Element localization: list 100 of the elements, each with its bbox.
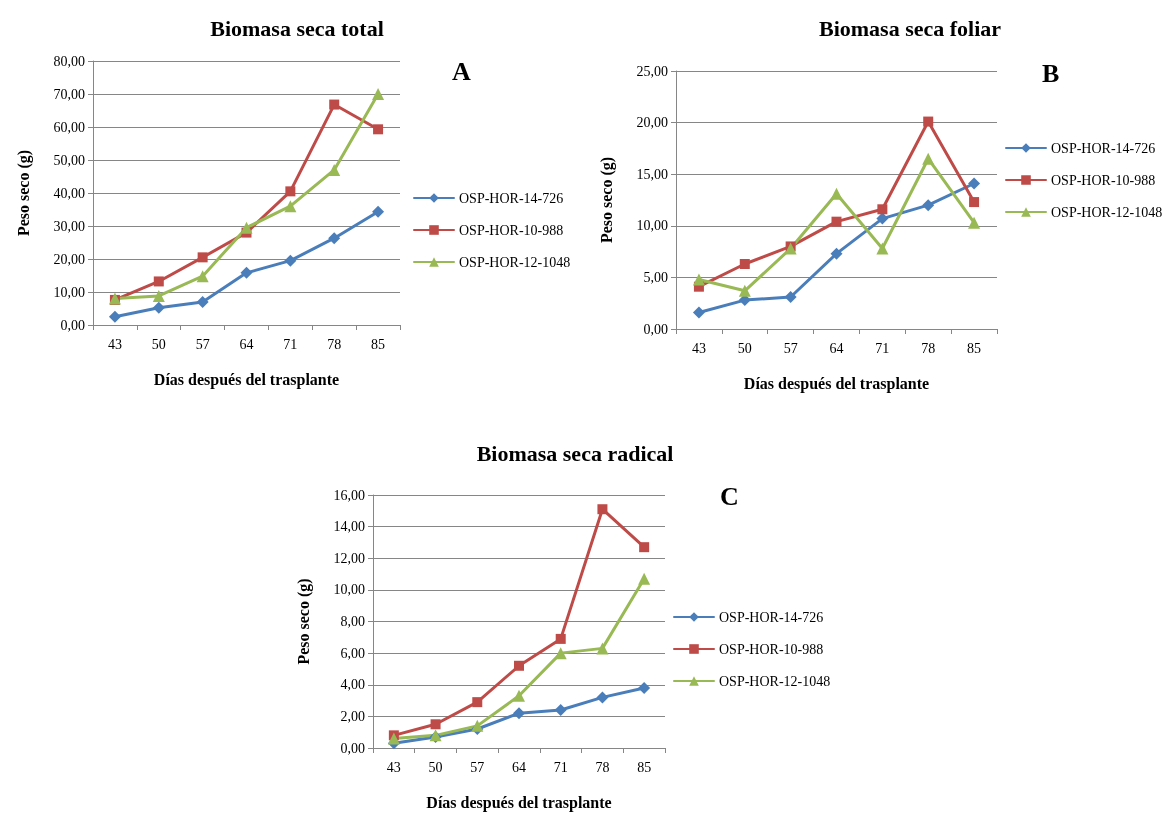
point: [513, 689, 525, 702]
point: [738, 284, 751, 297]
point: [877, 204, 888, 215]
point: [153, 276, 164, 287]
point: [372, 88, 385, 100]
x-tick-label: 78: [595, 759, 610, 775]
point: [387, 732, 400, 745]
point: [514, 660, 524, 671]
y-tick-label: 14,00: [333, 519, 365, 535]
y-tick-label: 10,00: [636, 218, 668, 234]
y-tick-label: 10,00: [333, 582, 365, 598]
point: [108, 310, 121, 323]
text: A: [452, 56, 471, 86]
point: [555, 633, 566, 644]
legend-label: OSP-HOR-14-726: [1051, 140, 1156, 156]
point: [638, 681, 651, 694]
point: [240, 266, 253, 279]
point: [638, 572, 651, 585]
y-tick-label: 60,00: [53, 119, 85, 135]
point: [784, 291, 797, 304]
point: [329, 99, 340, 110]
y-axis-title: Peso seco (g): [14, 149, 33, 237]
x-axis-title: Días después del trasplante: [153, 370, 340, 389]
x-axis-title: Días después del trasplante: [426, 793, 612, 812]
x-tick-label: 64: [239, 336, 254, 352]
point: [739, 258, 750, 269]
point: [968, 216, 981, 229]
chart-title: Biomasa seca foliar: [818, 15, 1002, 41]
x-tick-label: 43: [691, 340, 706, 356]
y-axis-title: Peso seco (g): [597, 156, 616, 244]
y-tick-label: 10,00: [53, 284, 85, 300]
y-tick-label: 20,00: [53, 251, 85, 267]
y-tick-label: 50,00: [53, 152, 85, 168]
y-tick-label: 0,00: [60, 317, 85, 333]
point: [830, 187, 843, 200]
x-tick-label: 71: [553, 759, 568, 775]
legend-label: OSP-HOR-10-988: [1051, 172, 1156, 188]
y-tick-label: 12,00: [333, 550, 365, 566]
x-tick-label: 50: [428, 759, 443, 775]
x-tick-label: 50: [737, 340, 752, 356]
y-tick-label: 5,00: [643, 269, 668, 285]
y-tick-label: 6,00: [340, 645, 365, 661]
point: [471, 719, 484, 732]
point: [922, 199, 935, 212]
point: [597, 504, 608, 515]
point: [830, 247, 843, 260]
y-tick-label: 16,00: [333, 487, 365, 503]
y-axis-title: Peso seco (g): [294, 578, 313, 665]
y-tick-label: 8,00: [340, 614, 365, 629]
point: [554, 704, 567, 717]
point: [692, 306, 705, 319]
y-tick-label: 15,00: [636, 166, 668, 182]
legend-label: OSP-HOR-10-988: [719, 641, 824, 657]
point: [197, 252, 208, 263]
text: C: [720, 481, 739, 511]
legend-label: OSP-HOR-14-726: [719, 609, 824, 625]
point: [152, 301, 165, 314]
point: [196, 295, 209, 308]
legend-label: OSP-HOR-12-1048: [1051, 204, 1163, 220]
x-tick-label: 57: [783, 340, 798, 356]
text: B: [1042, 58, 1060, 88]
x-tick-label: 57: [195, 336, 210, 352]
point: [284, 200, 297, 213]
point: [373, 124, 384, 135]
point: [596, 691, 609, 704]
point: [240, 221, 253, 234]
x-tick-label: 64: [829, 340, 844, 356]
point: [831, 216, 842, 227]
x-axis-title: Días después del trasplante: [743, 374, 930, 393]
y-tick-label: 20,00: [636, 115, 668, 131]
legend-label: OSP-HOR-12-1048: [459, 254, 571, 270]
x-tick-label: 71: [283, 336, 298, 352]
y-tick-label: 25,00: [636, 63, 668, 79]
x-tick-label: 50: [151, 336, 166, 352]
point: [923, 116, 934, 127]
x-tick-label: 85: [371, 336, 386, 352]
chart-title: Biomasa seca radical: [476, 440, 674, 466]
point: [152, 289, 165, 302]
y-tick-label: 0,00: [340, 740, 365, 756]
x-tick-label: 78: [921, 340, 936, 356]
x-tick-label: 43: [107, 336, 122, 352]
legend-label: OSP-HOR-14-726: [459, 190, 564, 206]
point: [285, 186, 296, 197]
point: [328, 232, 341, 245]
x-tick-label: 71: [875, 340, 890, 356]
point: [968, 177, 981, 190]
y-tick-label: 40,00: [53, 185, 85, 201]
point: [513, 707, 525, 720]
point: [596, 642, 609, 655]
y-tick-label: 0,00: [643, 321, 668, 337]
y-tick-label: 4,00: [340, 677, 365, 693]
x-tick-label: 64: [512, 759, 526, 775]
point: [430, 719, 441, 730]
x-tick-label: 85: [637, 759, 652, 775]
point: [372, 205, 385, 218]
point: [639, 542, 650, 553]
point: [922, 152, 935, 165]
legend-label: OSP-HOR-12-1048: [719, 673, 831, 689]
y-tick-label: 70,00: [53, 86, 85, 102]
point: [472, 697, 483, 708]
